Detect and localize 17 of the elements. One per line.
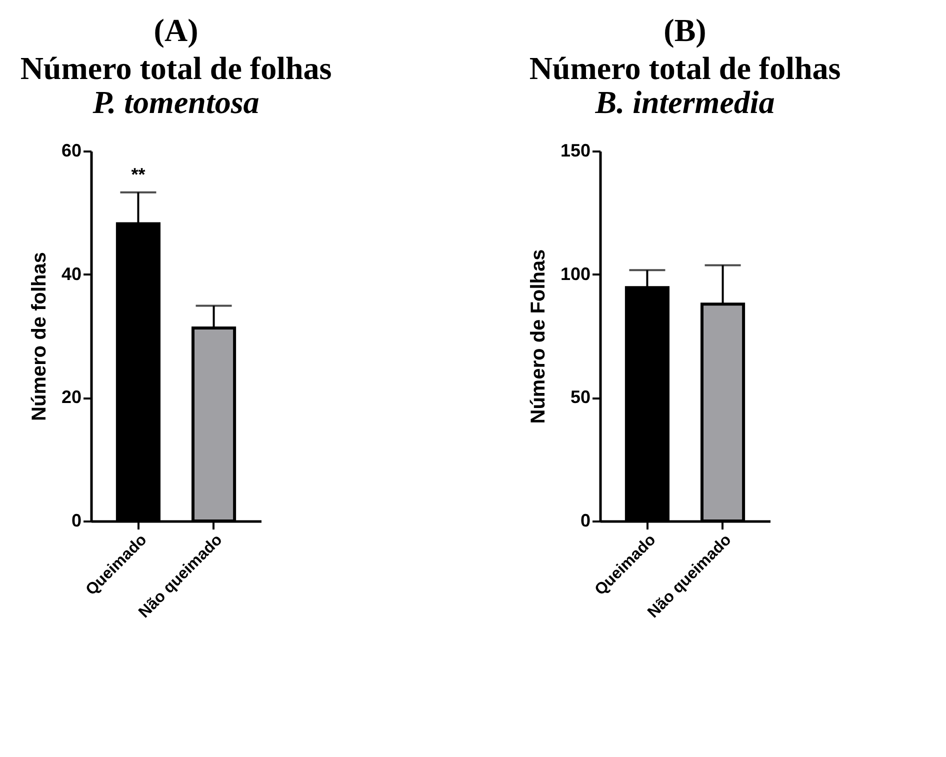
y-tick-label: 100	[560, 264, 590, 284]
chart-subtitle: B. intermedia	[594, 84, 775, 120]
chart-title: Número total de folhas	[20, 50, 332, 86]
chart-subtitle: P. tomentosa	[92, 84, 260, 120]
y-tick-label: 150	[560, 140, 590, 160]
y-axis-title: Número de folhas	[28, 252, 50, 421]
annotation: **	[131, 164, 146, 184]
y-axis-title: Número de Folhas	[527, 249, 550, 424]
text: (B)	[664, 12, 706, 48]
y-tick-label: 40	[61, 264, 82, 284]
y-tick-label: 60	[61, 140, 82, 160]
y-tick-label: 0	[71, 510, 82, 530]
y-tick-label: 50	[570, 387, 590, 408]
text: (A)	[154, 12, 198, 48]
y-tick-label: 20	[61, 387, 82, 408]
chart-title: Número total de folhas	[529, 50, 841, 86]
y-tick-label: 0	[580, 510, 590, 530]
